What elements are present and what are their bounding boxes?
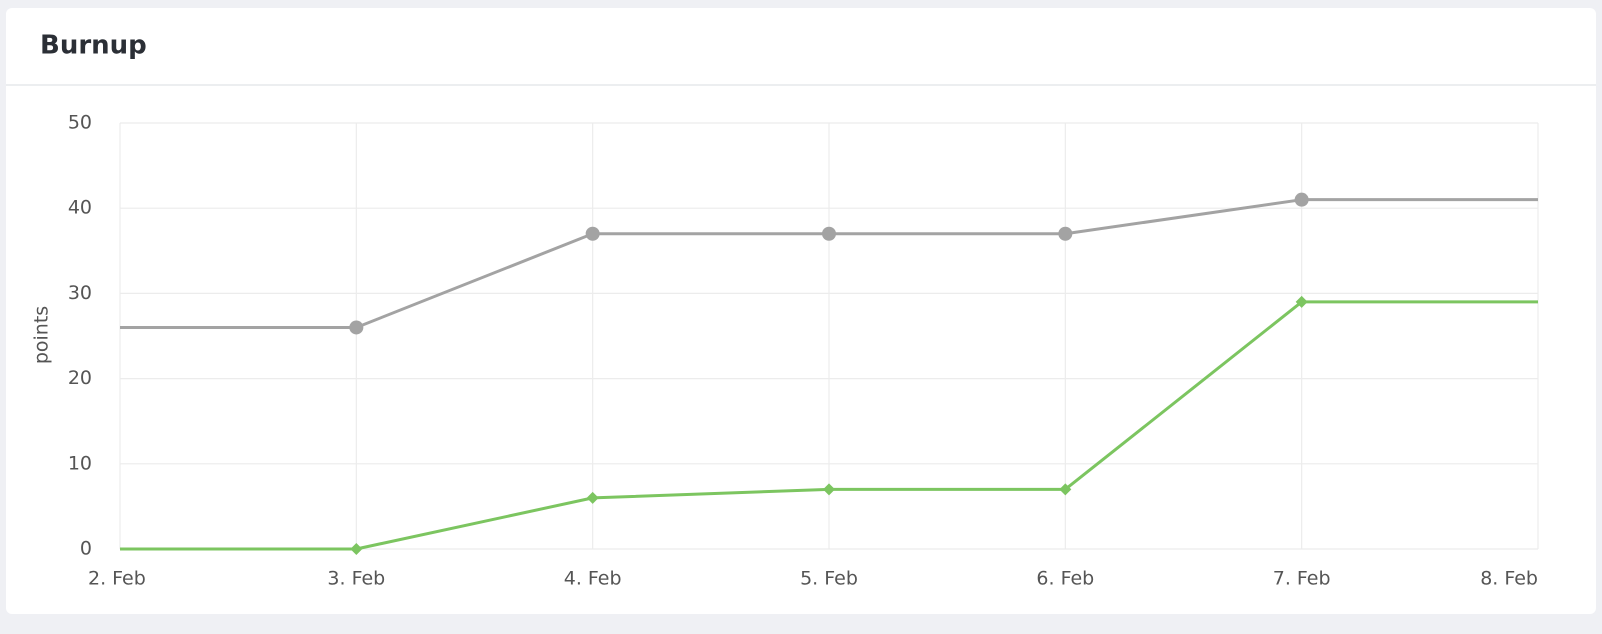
x-tick-label: 8. Feb xyxy=(1480,568,1538,590)
x-tick-label: 3. Feb xyxy=(327,568,385,590)
y-axis-title: points xyxy=(31,306,53,364)
y-tick-label: 30 xyxy=(68,282,92,304)
y-tick-label: 40 xyxy=(68,197,92,219)
y-tick-label: 20 xyxy=(68,367,92,389)
point-marker xyxy=(350,543,363,555)
x-tick-label: 7. Feb xyxy=(1273,568,1331,590)
x-tick-label: 5. Feb xyxy=(800,568,858,590)
point-marker xyxy=(586,491,599,504)
y-tick-label: 10 xyxy=(68,452,92,474)
y-tick-label: 50 xyxy=(68,112,92,134)
card xyxy=(6,8,1596,614)
x-tick-label: 6. Feb xyxy=(1036,568,1094,590)
chart-title: Burnup xyxy=(40,31,147,61)
point-marker xyxy=(1059,483,1072,496)
point-marker xyxy=(1295,295,1308,308)
point-marker xyxy=(585,226,600,241)
point-marker xyxy=(1294,192,1309,207)
point-marker xyxy=(349,320,364,335)
x-tick-label: 2. Feb xyxy=(88,568,146,590)
point-marker xyxy=(823,483,835,496)
point-marker xyxy=(822,226,836,241)
point-marker xyxy=(1058,226,1073,241)
y-tick-label: 0 xyxy=(80,538,92,560)
x-tick-label: 4. Feb xyxy=(564,568,622,590)
